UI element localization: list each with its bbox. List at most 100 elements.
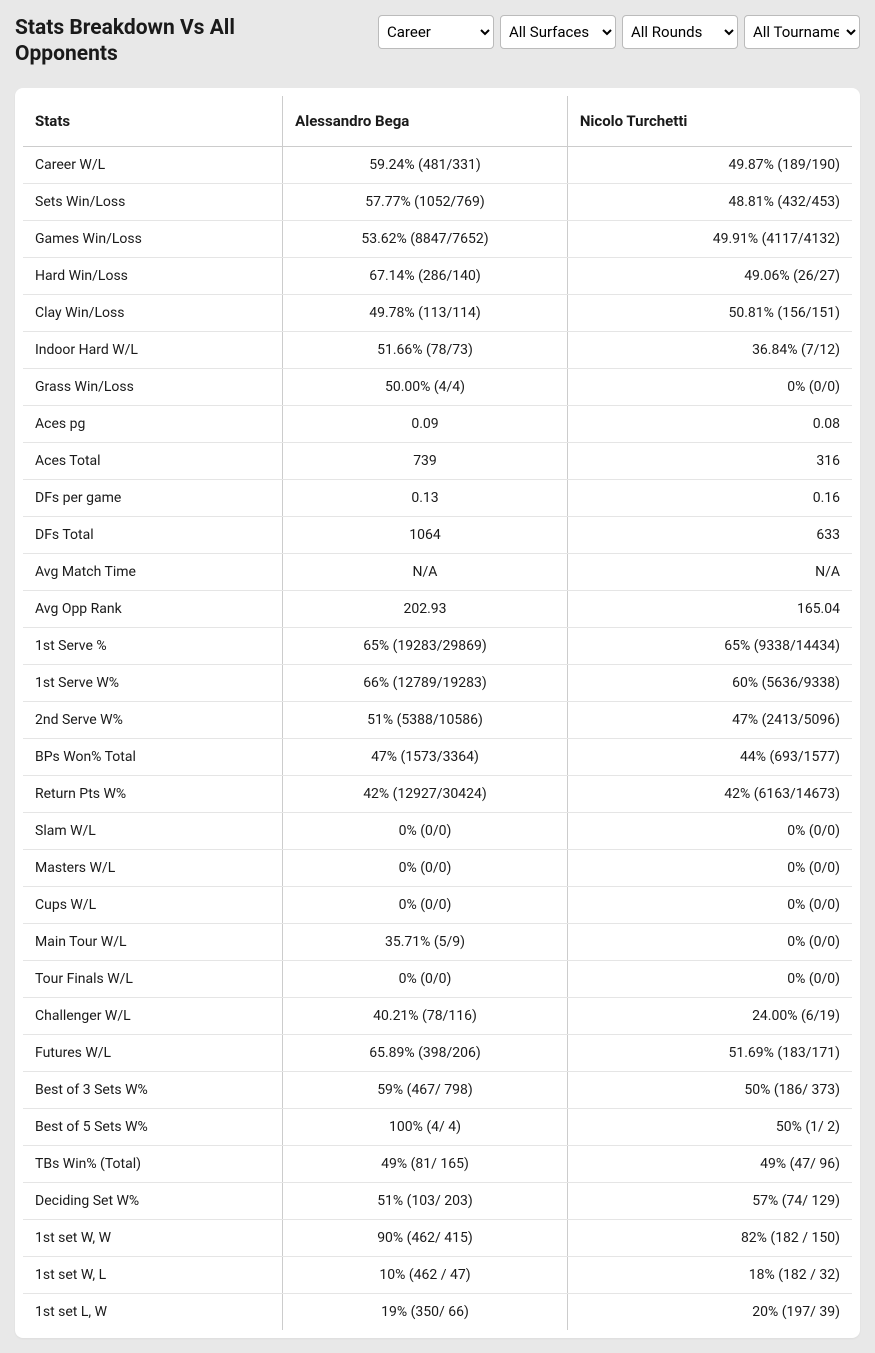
table-row: Masters W/L0% (0/0)0% (0/0) [23,849,852,886]
stat-value-player1: 67.14% (286/140) [283,257,568,294]
stat-value-player1: 49% (81/ 165) [283,1145,568,1182]
stat-value-player2: 316 [567,442,852,479]
stat-label: Deciding Set W% [23,1182,283,1219]
stat-value-player1: 0% (0/0) [283,812,568,849]
stat-value-player1: 739 [283,442,568,479]
stat-label: Tour Finals W/L [23,960,283,997]
table-row: 1st Serve %65% (19283/29869)65% (9338/14… [23,627,852,664]
table-row: Indoor Hard W/L51.66% (78/73)36.84% (7/1… [23,331,852,368]
stat-label: Aces pg [23,405,283,442]
round-select[interactable]: All Rounds [622,15,738,49]
stat-label: 1st set W, W [23,1219,283,1256]
column-header-player2: Nicolo Turchetti [567,96,852,147]
stat-value-player1: 59% (467/ 798) [283,1071,568,1108]
stat-label: Best of 3 Sets W% [23,1071,283,1108]
table-row: Main Tour W/L35.71% (5/9)0% (0/0) [23,923,852,960]
page-header: Stats Breakdown Vs All Opponents Career … [15,15,860,68]
stat-value-player1: 57.77% (1052/769) [283,183,568,220]
stat-label: DFs Total [23,516,283,553]
stat-value-player2: 65% (9338/14434) [567,627,852,664]
stat-value-player2: 0% (0/0) [567,368,852,405]
stat-value-player2: 48.81% (432/453) [567,183,852,220]
stat-label: BPs Won% Total [23,738,283,775]
stat-value-player1: 0% (0/0) [283,849,568,886]
table-row: Best of 5 Sets W%100% (4/ 4)50% (1/ 2) [23,1108,852,1145]
table-row: Avg Opp Rank202.93165.04 [23,590,852,627]
stat-label: Futures W/L [23,1034,283,1071]
page-title: Stats Breakdown Vs All Opponents [15,15,335,68]
stat-value-player1: 51.66% (78/73) [283,331,568,368]
table-row: Deciding Set W%51% (103/ 203)57% (74/ 12… [23,1182,852,1219]
stat-value-player1: 202.93 [283,590,568,627]
stat-value-player1: 66% (12789/19283) [283,664,568,701]
stat-label: Sets Win/Loss [23,183,283,220]
stat-value-player1: N/A [283,553,568,590]
stat-value-player2: 49.06% (26/27) [567,257,852,294]
table-row: Tour Finals W/L0% (0/0)0% (0/0) [23,960,852,997]
stat-value-player1: 50.00% (4/4) [283,368,568,405]
stat-value-player2: 49.91% (4117/4132) [567,220,852,257]
stat-value-player2: 50% (1/ 2) [567,1108,852,1145]
stat-value-player2: 633 [567,516,852,553]
stat-value-player1: 65% (19283/29869) [283,627,568,664]
surface-select[interactable]: All Surfaces [500,15,616,49]
stat-value-player1: 90% (462/ 415) [283,1219,568,1256]
stat-value-player2: 47% (2413/5096) [567,701,852,738]
stat-value-player1: 47% (1573/3364) [283,738,568,775]
stat-value-player1: 42% (12927/30424) [283,775,568,812]
stat-value-player2: 50.81% (156/151) [567,294,852,331]
stat-label: Career W/L [23,146,283,183]
stat-value-player1: 65.89% (398/206) [283,1034,568,1071]
table-row: 1st Serve W%66% (12789/19283)60% (5636/9… [23,664,852,701]
stat-value-player2: 82% (182 / 150) [567,1219,852,1256]
stat-value-player1: 0% (0/0) [283,886,568,923]
stat-value-player2: 36.84% (7/12) [567,331,852,368]
stat-value-player2: 44% (693/1577) [567,738,852,775]
column-header-stats: Stats [23,96,283,147]
stat-value-player2: 60% (5636/9338) [567,664,852,701]
period-select[interactable]: Career [378,15,494,49]
stat-label: 1st Serve W% [23,664,283,701]
stat-value-player1: 35.71% (5/9) [283,923,568,960]
stat-label: TBs Win% (Total) [23,1145,283,1182]
stat-value-player1: 51% (103/ 203) [283,1182,568,1219]
stat-value-player2: 24.00% (6/19) [567,997,852,1034]
table-row: Futures W/L65.89% (398/206)51.69% (183/1… [23,1034,852,1071]
stat-value-player1: 0% (0/0) [283,960,568,997]
filter-bar: Career All Surfaces All Rounds All Tourn… [378,15,860,49]
stat-label: Clay Win/Loss [23,294,283,331]
table-row: 1st set L, W19% (350/ 66)20% (197/ 39) [23,1293,852,1330]
table-row: Sets Win/Loss57.77% (1052/769)48.81% (43… [23,183,852,220]
table-row: Slam W/L0% (0/0)0% (0/0) [23,812,852,849]
table-row: Aces pg0.090.08 [23,405,852,442]
stat-label: 1st set L, W [23,1293,283,1330]
stat-value-player1: 19% (350/ 66) [283,1293,568,1330]
stat-label: 2nd Serve W% [23,701,283,738]
stat-label: Indoor Hard W/L [23,331,283,368]
stat-label: Challenger W/L [23,997,283,1034]
stat-label: Cups W/L [23,886,283,923]
stat-value-player2: 50% (186/ 373) [567,1071,852,1108]
table-row: Games Win/Loss53.62% (8847/7652)49.91% (… [23,220,852,257]
stat-value-player1: 1064 [283,516,568,553]
stat-value-player1: 10% (462 / 47) [283,1256,568,1293]
tournament-select[interactable]: All Tournaments [744,15,860,49]
table-row: DFs Total1064633 [23,516,852,553]
table-row: Grass Win/Loss50.00% (4/4)0% (0/0) [23,368,852,405]
table-row: Challenger W/L40.21% (78/116)24.00% (6/1… [23,997,852,1034]
stat-value-player1: 59.24% (481/331) [283,146,568,183]
table-row: Cups W/L0% (0/0)0% (0/0) [23,886,852,923]
stat-value-player2: 57% (74/ 129) [567,1182,852,1219]
stat-value-player2: 0.16 [567,479,852,516]
stat-value-player1: 40.21% (78/116) [283,997,568,1034]
column-header-player1: Alessandro Bega [283,96,568,147]
stats-card: Stats Alessandro Bega Nicolo Turchetti C… [15,88,860,1338]
stat-value-player1: 51% (5388/10586) [283,701,568,738]
table-row: 1st set W, W90% (462/ 415)82% (182 / 150… [23,1219,852,1256]
stats-table: Stats Alessandro Bega Nicolo Turchetti C… [23,96,852,1330]
stat-value-player2: 42% (6163/14673) [567,775,852,812]
stat-value-player2: 0% (0/0) [567,849,852,886]
stat-value-player2: 20% (197/ 39) [567,1293,852,1330]
table-row: Return Pts W%42% (12927/30424)42% (6163/… [23,775,852,812]
stat-label: Best of 5 Sets W% [23,1108,283,1145]
